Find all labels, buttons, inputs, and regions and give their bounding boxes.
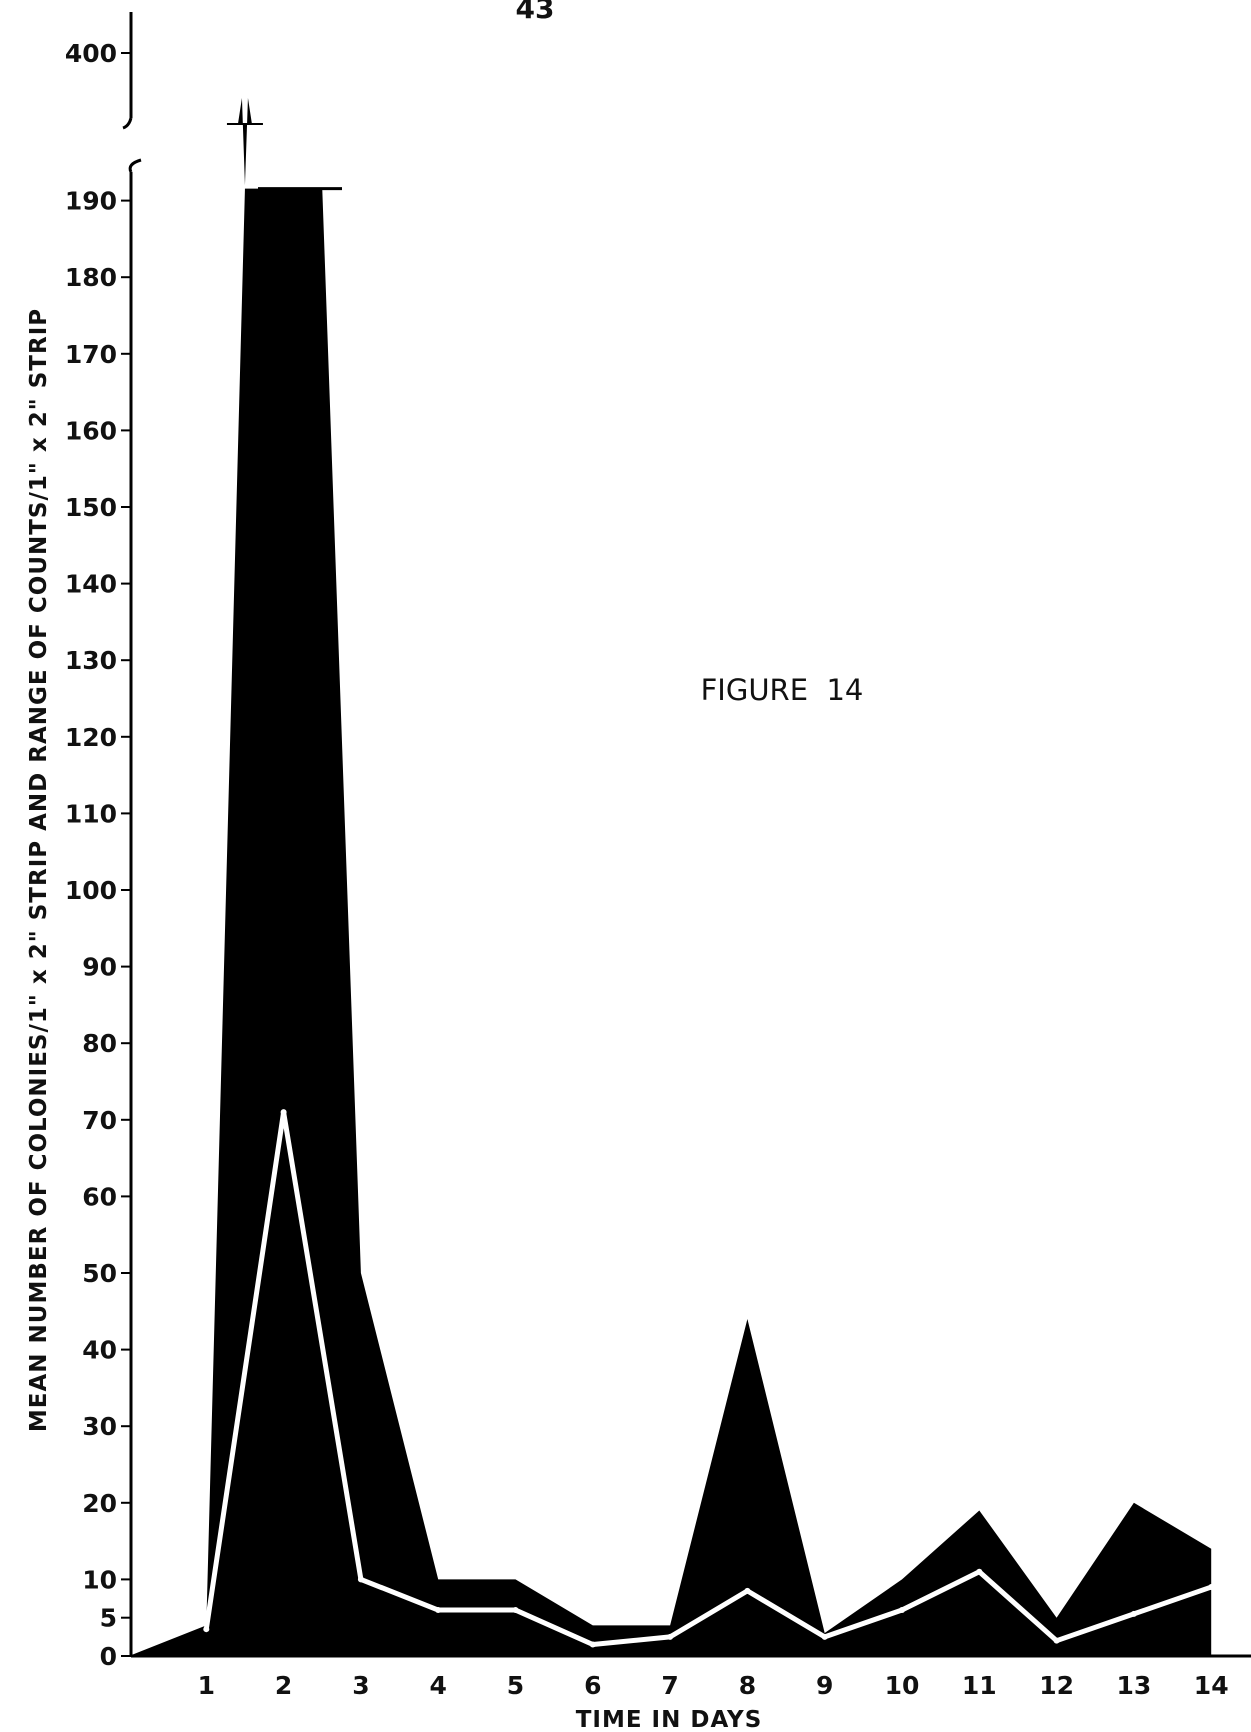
mean-point [1208, 1584, 1215, 1591]
y-tick-label: 50 [82, 1259, 117, 1288]
y-tick-label: 120 [65, 723, 117, 752]
y-tick-label: 190 [65, 187, 117, 216]
range-peak-spike [237, 98, 252, 186]
x-tick-label: 6 [584, 1671, 601, 1700]
x-tick-label: 4 [429, 1671, 446, 1700]
y-axis-title: MEAN NUMBER OF COLONIES/1" x 2" STRIP AN… [26, 308, 52, 1432]
y-tick-label: 80 [82, 1029, 117, 1058]
mean-polyline [203, 1109, 1213, 1648]
x-tick-label: 7 [661, 1671, 678, 1700]
x-axis-title: TIME IN DAYS [576, 1707, 763, 1732]
range-area [129, 98, 1212, 1657]
y-tick-label: 30 [82, 1412, 117, 1441]
y-tick-label: 160 [65, 416, 117, 445]
y-tick-label: 5 [100, 1604, 117, 1633]
x-tick-label: 10 [885, 1671, 920, 1700]
axes [122, 12, 1251, 1658]
y-tick-label: 100 [65, 876, 117, 905]
y-tick-label: 90 [82, 953, 117, 982]
x-tick-label: 12 [1039, 1671, 1074, 1700]
mean-point [589, 1641, 596, 1648]
mean-point [976, 1568, 983, 1575]
x-tick-label: 3 [352, 1671, 369, 1700]
range-area-lower [129, 188, 1212, 1657]
y-tick-label: 150 [65, 493, 117, 522]
mean-point [821, 1633, 828, 1640]
y-tick-label: 10 [82, 1565, 117, 1594]
y-axis-break-mark-upper [122, 117, 133, 130]
x-tick-label: 9 [816, 1671, 833, 1700]
mean-point [280, 1109, 287, 1116]
x-tick-label: 13 [1117, 1671, 1152, 1700]
y-tick-label: 0 [100, 1642, 117, 1671]
x-tick-label: 11 [962, 1671, 997, 1700]
x-tick-label: 2 [275, 1671, 292, 1700]
tick-labels: 0510203040506070809010011012013014015016… [65, 39, 1229, 1700]
y-axis-break-mark-lower [128, 158, 142, 173]
y-tick-label: 180 [65, 263, 117, 292]
y-tick-label: 40 [82, 1336, 117, 1365]
page-number: 43 [516, 0, 555, 25]
mean-point [744, 1587, 751, 1594]
mean-point [667, 1633, 674, 1640]
x-tick-label: 8 [739, 1671, 756, 1700]
x-tick-label: 1 [198, 1671, 215, 1700]
mean-point [899, 1607, 905, 1614]
mean-point [203, 1626, 210, 1633]
mean-point [1130, 1610, 1137, 1617]
mean-point [512, 1607, 519, 1614]
mean-line [203, 1109, 1215, 1648]
y-tick-label: 130 [65, 646, 117, 675]
y-tick-label: 400 [65, 39, 117, 68]
y-tick-label: 70 [82, 1106, 117, 1135]
y-tick-label: 20 [82, 1489, 117, 1518]
x-tick-label: 5 [507, 1671, 524, 1700]
figure-label: FIGURE 14 [701, 673, 864, 707]
y-tick-label: 110 [65, 799, 117, 828]
mean-point [435, 1607, 442, 1614]
mean-point [1053, 1637, 1060, 1644]
y-tick-label: 60 [82, 1182, 117, 1211]
x-tick-label: 14 [1194, 1671, 1229, 1700]
y-tick-label: 140 [65, 570, 117, 599]
y-tick-label: 170 [65, 340, 117, 369]
mean-point [357, 1576, 364, 1583]
